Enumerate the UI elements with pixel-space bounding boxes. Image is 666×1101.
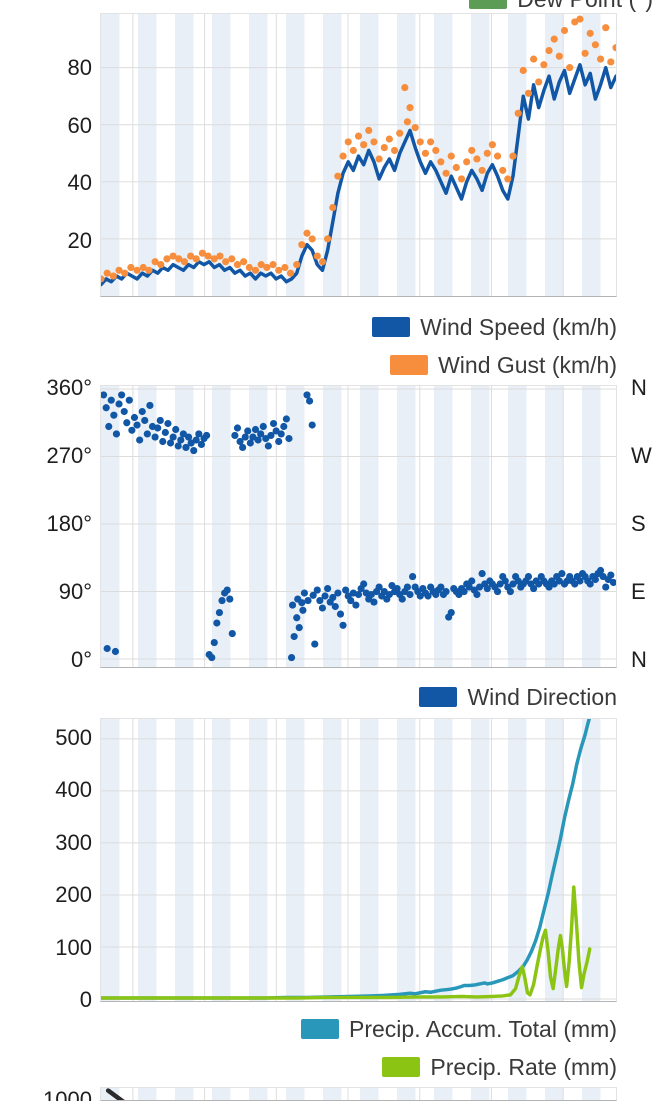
precip-rate-swatch xyxy=(382,1057,421,1077)
pressure-ytick-1000: 1000 xyxy=(43,1087,92,1101)
legend-dew-point-label: Dew Point (°) xyxy=(517,0,653,13)
precipitation-chart[interactable] xyxy=(100,718,617,1002)
wind-speed-swatch xyxy=(372,317,411,337)
legend-wind-speed[interactable]: Wind Speed (km/h) xyxy=(372,314,617,340)
dir-ytick-180: 180° xyxy=(46,511,92,536)
pressure-chart-partial[interactable] xyxy=(100,1087,617,1101)
pressure-plot-area xyxy=(105,1088,564,1100)
precip-ytick-100: 100 xyxy=(55,935,92,960)
wind-ytick-60: 60 xyxy=(67,113,92,138)
wind-speed-gust-chart[interactable] xyxy=(100,13,617,297)
wind-direction-plot-area xyxy=(101,386,616,667)
wind-speed-gust-plot-area xyxy=(101,14,616,296)
legend-wind-direction-label: Wind Direction xyxy=(467,683,617,710)
wind-ytick-80: 80 xyxy=(67,55,92,80)
wind-direction-chart[interactable] xyxy=(100,385,617,668)
dir-compass-s: S xyxy=(631,511,646,536)
legend-wind-gust-label: Wind Gust (km/h) xyxy=(438,351,617,378)
dir-compass-n-bottom: N xyxy=(631,647,647,672)
legend-wind-gust[interactable]: Wind Gust (km/h) xyxy=(390,352,617,378)
dew-point-swatch xyxy=(469,0,508,9)
wind-ytick-40: 40 xyxy=(67,170,92,195)
precip-accum-swatch xyxy=(301,1019,340,1039)
legend-precip-rate[interactable]: Precip. Rate (mm) xyxy=(382,1054,617,1080)
precip-ytick-400: 400 xyxy=(55,777,92,802)
wind-direction-swatch xyxy=(419,687,458,707)
dir-compass-w: W xyxy=(631,443,652,468)
dir-ytick-90: 90° xyxy=(58,579,92,604)
precipitation-plot-area xyxy=(101,719,616,1001)
legend-dew-point[interactable]: Dew Point (°) xyxy=(469,0,653,12)
precip-ytick-0: 0 xyxy=(79,987,92,1012)
dir-compass-n-top: N xyxy=(631,375,647,400)
precip-ytick-500: 500 xyxy=(55,725,92,750)
dir-ytick-0: 0° xyxy=(70,647,92,672)
legend-precip-accum[interactable]: Precip. Accum. Total (mm) xyxy=(301,1016,617,1042)
precip-ytick-300: 300 xyxy=(55,830,92,855)
legend-precip-rate-label: Precip. Rate (mm) xyxy=(430,1053,617,1080)
wind-ytick-20: 20 xyxy=(67,228,92,253)
dir-compass-e: E xyxy=(631,579,646,604)
dir-ytick-360: 360° xyxy=(46,375,92,400)
wind-gust-swatch xyxy=(390,355,429,375)
dir-ytick-270: 270° xyxy=(46,443,92,468)
legend-wind-speed-label: Wind Speed (km/h) xyxy=(420,313,617,340)
precip-ytick-200: 200 xyxy=(55,882,92,907)
legend-wind-direction[interactable]: Wind Direction xyxy=(419,684,617,710)
legend-precip-accum-label: Precip. Accum. Total (mm) xyxy=(349,1015,617,1042)
